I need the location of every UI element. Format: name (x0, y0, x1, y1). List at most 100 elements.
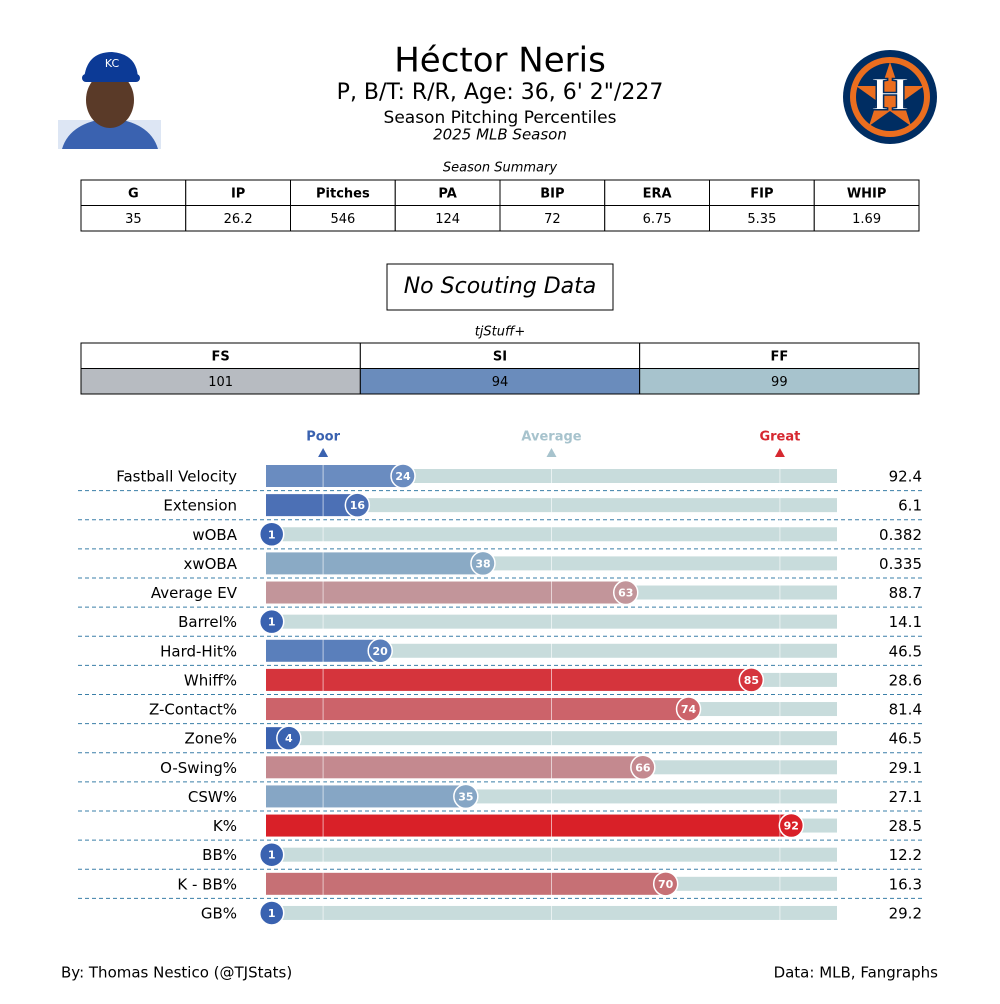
x-tick-label: Poor (306, 430, 340, 445)
column-header: Pitches (316, 186, 370, 201)
cell (639, 368, 920, 395)
stat-value: 46.5 (889, 642, 922, 660)
percentile-dot (630, 754, 656, 781)
column-header: BIP (540, 186, 564, 201)
cell (394, 205, 501, 232)
column-header: FIP (750, 186, 773, 201)
percentile-label: 1 (268, 849, 276, 862)
footer-right: Data: MLB, Fangraphs (774, 964, 939, 982)
percentile-dot (652, 871, 679, 897)
cell-value: 26.2 (224, 212, 253, 227)
percentile-dot (344, 492, 371, 518)
percentile-dot (470, 550, 496, 577)
cell-value: 72 (544, 212, 561, 227)
season-label: 2025 MLB Season (433, 126, 567, 144)
bar (266, 465, 404, 487)
tick-marker (318, 448, 329, 457)
bar (266, 756, 643, 779)
cell-value: 99 (771, 375, 788, 390)
percentile-label: 63 (618, 587, 633, 600)
percentile-label: 4 (285, 732, 293, 745)
percentile-label: 74 (681, 703, 697, 716)
category-label: Z-Contact% (149, 701, 237, 719)
cell-value: 94 (492, 375, 509, 390)
category-label: O-Swing% (160, 759, 237, 777)
subtitle: P, B/T: R/R, Age: 36, 6' 2"/227 (337, 80, 664, 105)
percentile-label: 1 (268, 907, 276, 920)
percentile-label: 38 (475, 557, 490, 570)
category-label: Fastball Velocity (116, 468, 237, 486)
stat-value: 14.1 (889, 613, 922, 631)
percentile-label: 92 (784, 820, 799, 833)
svg-text:H: H (871, 68, 908, 121)
stat-value: 16.3 (889, 875, 922, 893)
cell (499, 205, 606, 232)
percentile-dot (453, 783, 479, 810)
stat-value: 0.382 (879, 526, 922, 544)
header-cell (499, 179, 606, 206)
cell (80, 205, 187, 232)
stat-value: 92.4 (889, 468, 922, 486)
percentile-dot (367, 638, 393, 664)
cell (604, 205, 710, 232)
team-logo: H (843, 50, 937, 144)
category-label: Whiff% (184, 671, 237, 689)
cell-value: 101 (208, 375, 233, 390)
cell (813, 205, 920, 232)
category-label: Average EV (151, 584, 238, 602)
column-header: PA (438, 186, 456, 201)
cell (709, 205, 815, 232)
stat-value: 27.1 (889, 788, 922, 806)
percentile-label: 16 (350, 499, 366, 512)
percentile-dot (276, 725, 302, 751)
column-header: IP (231, 186, 245, 201)
header-cell (359, 342, 641, 369)
column-header: FF (770, 349, 788, 364)
bar (266, 668, 752, 691)
stat-value: 46.5 (889, 730, 922, 748)
percentile-dot (258, 900, 285, 926)
percentile-label: 70 (658, 878, 674, 891)
stat-value: 0.335 (879, 555, 922, 573)
bar (266, 814, 792, 837)
percentile-dot (390, 463, 416, 489)
subtitle-2: Season Pitching Percentiles (384, 108, 617, 128)
title: Héctor Neris (394, 41, 606, 81)
cell (290, 205, 396, 232)
percentile-label: 20 (373, 645, 389, 658)
category-label: wOBA (192, 526, 237, 544)
percentile-dot (778, 812, 805, 839)
x-tick-label: Average (521, 430, 581, 445)
category-label: Extension (163, 497, 237, 515)
cell-value: 5.35 (747, 212, 776, 227)
category-label: K - BB% (177, 875, 237, 893)
cell (359, 368, 641, 395)
stat-value: 12.2 (889, 846, 922, 864)
column-header: ERA (643, 186, 672, 201)
header-cell (290, 179, 396, 206)
player-photo: KC (58, 52, 161, 149)
table-caption: tjStuff+ (475, 325, 526, 340)
category-label: CSW% (188, 788, 237, 806)
category-label: Barrel% (178, 613, 237, 631)
stat-value: 81.4 (889, 701, 922, 719)
stat-value: 28.6 (889, 671, 922, 689)
table-caption: Season Summary (443, 161, 557, 176)
percentile-label: 1 (268, 528, 276, 541)
percentile-label: 85 (744, 674, 759, 687)
percentile-dot (258, 608, 285, 635)
cell-value: 6.75 (643, 212, 672, 227)
tick-marker (546, 448, 557, 457)
bar (266, 494, 358, 517)
percentile-label: 66 (635, 761, 651, 774)
category-label: K% (213, 817, 237, 835)
column-header: G (128, 186, 139, 201)
category-label: Hard-Hit% (160, 642, 237, 660)
category-label: GB% (201, 904, 237, 922)
percentile-dot (675, 696, 702, 722)
percentile-dot (258, 521, 285, 548)
header-cell (639, 342, 920, 369)
cell-value: 1.69 (852, 212, 881, 227)
header-cell (394, 179, 501, 206)
